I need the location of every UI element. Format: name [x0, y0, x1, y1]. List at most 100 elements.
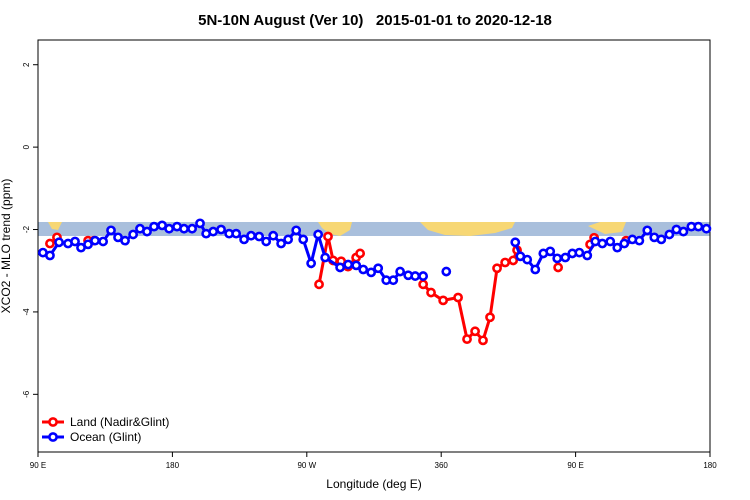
series-point	[426, 287, 436, 298]
series-point	[45, 250, 55, 261]
series	[38, 218, 712, 286]
series-point	[508, 255, 519, 266]
series-point	[470, 326, 480, 337]
series-point	[254, 231, 265, 242]
series-point	[664, 229, 675, 240]
series-point	[320, 252, 331, 263]
series-point	[701, 223, 712, 234]
series-point	[693, 221, 704, 232]
series-point	[187, 223, 198, 234]
series-point	[83, 239, 93, 250]
series-point	[231, 228, 242, 239]
series-point	[291, 225, 302, 236]
series-point	[597, 238, 608, 249]
series-point	[605, 236, 616, 247]
series-point	[149, 221, 159, 232]
series-point	[410, 271, 421, 281]
series-point	[128, 229, 139, 240]
series-point	[98, 236, 109, 247]
series-point	[522, 254, 533, 265]
x-tick-label: 180	[703, 461, 717, 470]
series-point	[642, 225, 653, 236]
series-point	[553, 262, 564, 273]
y-tick-label: -6	[22, 390, 31, 398]
series-point	[366, 267, 377, 278]
series-point	[179, 223, 189, 234]
series-point	[283, 234, 294, 245]
series-point	[418, 271, 429, 281]
y-tick-label: -4	[22, 308, 31, 316]
series-point	[70, 236, 80, 247]
series-point	[216, 224, 226, 235]
series-point	[90, 235, 100, 246]
series-point	[195, 218, 205, 229]
series-point	[462, 334, 472, 345]
series-point	[656, 234, 667, 245]
series-point	[261, 236, 272, 247]
chart-title: 5N-10N August (Ver 10) 2015-01-01 to 202…	[198, 12, 552, 29]
y-tick-label: 0	[22, 144, 31, 149]
series-point	[351, 260, 362, 271]
x-tick-label: 90 E	[30, 461, 46, 470]
series-point	[276, 238, 287, 249]
x-tick-label: 90 W	[297, 461, 316, 470]
series-point	[492, 263, 502, 274]
series-point	[453, 292, 463, 303]
series-point	[574, 247, 585, 258]
series-point	[612, 242, 623, 253]
x-tick-label: 360	[435, 461, 449, 470]
series-point	[510, 237, 521, 248]
legend-marker	[48, 432, 58, 442]
series-point	[313, 229, 324, 240]
series-point	[306, 258, 317, 269]
series-point	[142, 226, 152, 237]
y-tick-label: 2	[22, 62, 31, 67]
series-point	[323, 231, 333, 242]
series-point	[358, 264, 369, 275]
legend-label: Land (Nadir&Glint)	[70, 415, 169, 429]
series-point	[239, 234, 249, 245]
land-shape	[48, 222, 62, 230]
series-point	[395, 266, 406, 277]
series-point	[545, 246, 556, 257]
series-point	[634, 235, 645, 246]
series-point	[54, 237, 64, 248]
legend-marker	[48, 417, 58, 427]
series-point	[418, 279, 429, 290]
legend: Land (Nadir&Glint)Ocean (Glint)	[42, 415, 169, 444]
land-shape	[588, 222, 626, 234]
series-point	[120, 235, 130, 246]
series-point	[246, 230, 256, 241]
x-axis-label: Longitude (deg E)	[326, 477, 421, 491]
series-point	[343, 259, 354, 270]
land-shape	[318, 222, 352, 236]
series-point	[335, 262, 346, 273]
series-point	[438, 295, 449, 306]
x-tick-label: 180	[166, 461, 180, 470]
series-point	[485, 312, 495, 323]
series-point	[45, 238, 55, 249]
land-shape	[420, 222, 515, 236]
series-point	[619, 238, 630, 249]
series-point	[314, 279, 324, 290]
y-tick-label: -2	[22, 225, 31, 233]
series-point	[530, 264, 541, 275]
series-point	[373, 263, 384, 274]
legend-label: Ocean (Glint)	[70, 430, 141, 444]
series-point	[388, 275, 399, 286]
series-point	[500, 257, 511, 268]
series-point	[678, 226, 689, 237]
series-point	[552, 253, 563, 264]
series-point	[478, 335, 488, 346]
series-point	[208, 226, 219, 237]
series-point	[560, 252, 571, 263]
plot-frame	[37, 39, 711, 453]
series-point	[298, 234, 309, 245]
y-axis-label: XCO2 - MLO trend (ppm)	[0, 179, 13, 314]
x-tick-label: 90 E	[567, 461, 583, 470]
series-point	[268, 230, 279, 241]
series-point	[106, 225, 116, 236]
series-point	[164, 223, 175, 234]
